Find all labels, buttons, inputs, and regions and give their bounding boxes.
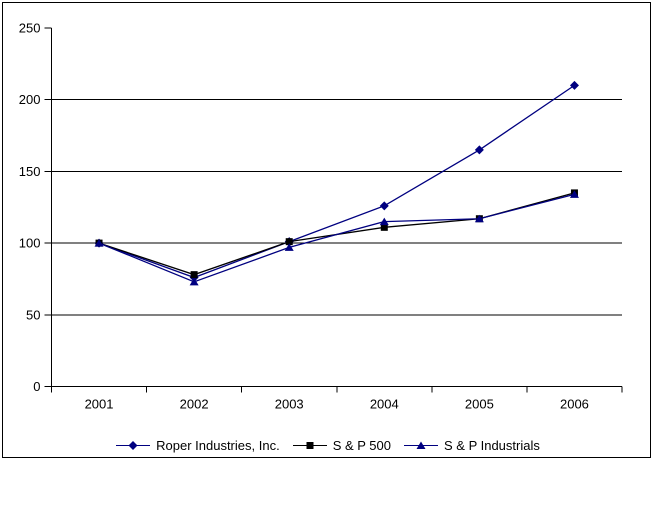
legend-triangle-glyph [416, 441, 426, 449]
data-point-square [380, 223, 388, 231]
legend-item-sp500: S & P 500 [292, 438, 391, 453]
legend-item-roper: Roper Industries, Inc. [116, 438, 280, 453]
data-point-square [285, 238, 293, 246]
series-line-0 [98, 84, 575, 279]
series-line-1 [98, 192, 575, 276]
y-axis-label: 100 [19, 236, 41, 251]
chart-border-frame [2, 2, 651, 458]
data-point-triangle [474, 214, 484, 223]
legend-label-sp-industrials: S & P Industrials [444, 438, 540, 453]
data-point-triangle [569, 190, 579, 198]
legend-marker-diamond-icon [116, 441, 151, 450]
data-point-triangle [189, 277, 199, 286]
plot-area: 0 50 100 150 200 250 2001 2002 2003 2004 2005 2006 [19, 21, 623, 412]
legend-square-glyph [306, 442, 314, 449]
data-point-triangle [284, 243, 294, 251]
y-axis-label: 50 [26, 307, 40, 322]
y-axis-label: 200 [19, 92, 41, 107]
data-point-triangle [379, 217, 389, 226]
data-point-diamond [379, 201, 389, 211]
chart-legend: Roper Industries, Inc. S & P 500 S & P I… [0, 438, 656, 453]
data-point-triangle [94, 239, 104, 247]
legend-item-sp-industrials: S & P Industrials [404, 438, 540, 453]
data-point-diamond [474, 145, 484, 155]
x-axis-label: 2006 [560, 397, 589, 412]
legend-marker-square-icon [292, 442, 327, 449]
x-axis-label: 2001 [85, 397, 114, 412]
y-axis-label: 250 [19, 21, 41, 36]
legend-diamond-glyph [128, 441, 138, 450]
data-point-diamond [569, 80, 579, 90]
series-line-2 [98, 193, 575, 283]
y-axis-label: 0 [33, 379, 40, 394]
legend-marker-triangle-icon [404, 441, 438, 449]
x-axis-label: 2004 [370, 397, 399, 412]
data-point-square [190, 271, 198, 279]
x-axis-label: 2003 [275, 397, 304, 412]
x-axis-label: 2002 [180, 397, 209, 412]
legend-label-roper: Roper Industries, Inc. [156, 438, 280, 453]
x-axis-label: 2005 [465, 397, 494, 412]
y-axis-label: 150 [19, 164, 41, 179]
legend-label-sp500: S & P 500 [332, 438, 391, 453]
